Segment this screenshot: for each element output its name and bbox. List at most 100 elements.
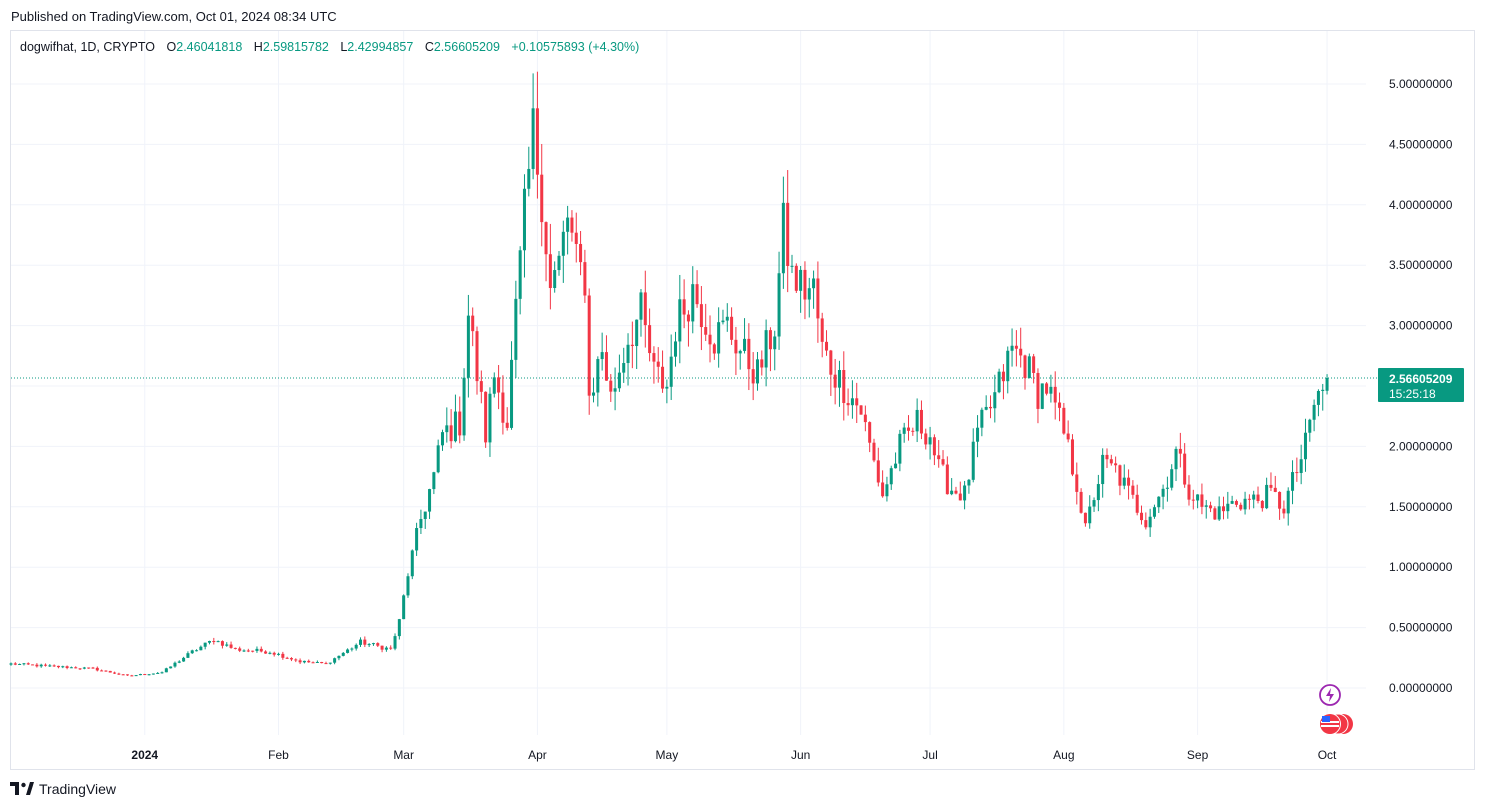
- candle-down: [363, 639, 367, 645]
- candle-down: [501, 392, 505, 423]
- low-label: L: [340, 40, 348, 54]
- candle-down: [924, 433, 928, 445]
- candle-up: [850, 398, 854, 406]
- candle-up: [69, 667, 73, 669]
- candle-down: [1183, 453, 1187, 485]
- candle-down: [846, 403, 850, 406]
- candle-up: [527, 168, 531, 189]
- candle-down: [1131, 485, 1135, 495]
- candle-up: [1152, 507, 1156, 517]
- candle-down: [859, 405, 863, 415]
- candle-up: [415, 528, 419, 551]
- candle-up: [156, 672, 160, 674]
- candle-up: [514, 298, 518, 360]
- candle-up: [328, 662, 332, 664]
- candle-down: [648, 325, 652, 354]
- tradingview-logo-icon: [10, 782, 34, 795]
- candle-down: [661, 366, 665, 389]
- y-tick-label: 4.50000000: [1389, 137, 1453, 151]
- candle-down: [1187, 484, 1191, 500]
- candle-up: [207, 640, 211, 643]
- open-value: 2.46041818: [176, 40, 243, 54]
- candle-up: [717, 322, 721, 354]
- candle-down: [1144, 520, 1148, 528]
- candle-up: [743, 338, 747, 351]
- candle-down: [656, 361, 660, 367]
- candle-down: [113, 672, 117, 674]
- candle-up: [1204, 505, 1208, 507]
- candle-up: [1148, 516, 1152, 528]
- tradingview-logo[interactable]: TradingView: [10, 781, 116, 797]
- candle-up: [566, 217, 570, 232]
- candle-down: [479, 381, 483, 392]
- candle-up: [337, 655, 341, 659]
- candle-down: [842, 370, 846, 404]
- candle-up: [1157, 496, 1161, 508]
- candle-up: [902, 427, 906, 434]
- candle-down: [1045, 383, 1049, 394]
- candle-down: [825, 341, 829, 351]
- candle-down: [1221, 506, 1226, 512]
- close-value: 2.56605209: [433, 40, 500, 54]
- candle-down: [289, 658, 293, 660]
- candle-up: [445, 425, 449, 433]
- candle-up: [436, 445, 440, 473]
- candle-down: [143, 674, 147, 676]
- candle-up: [315, 661, 319, 663]
- candle-up: [346, 649, 350, 653]
- us-flag-events-icon[interactable]: [1316, 711, 1356, 737]
- candle-down: [932, 437, 936, 456]
- candle-down: [604, 352, 608, 381]
- last-price-tag: 2.56605209 15:25:18: [1378, 368, 1464, 403]
- candle-down: [125, 674, 130, 676]
- candle-down: [579, 243, 583, 263]
- close-label: C: [424, 40, 434, 54]
- candle-up: [177, 661, 181, 663]
- candle-down: [937, 455, 941, 460]
- candle-down: [1273, 487, 1277, 492]
- candle-down: [730, 316, 734, 340]
- candle-up: [510, 359, 514, 428]
- candle-up: [225, 644, 229, 646]
- candle-up: [1308, 419, 1312, 433]
- x-tick-label: Apr: [528, 748, 547, 762]
- candle-up: [1096, 484, 1100, 501]
- candle-down: [497, 377, 501, 393]
- candle-down: [52, 665, 56, 667]
- candle-down: [1209, 505, 1213, 509]
- candle-down: [380, 645, 384, 650]
- candle-up: [1243, 498, 1247, 510]
- candle-up: [393, 636, 397, 649]
- candle-up: [1196, 494, 1200, 501]
- candle-up: [1161, 488, 1165, 497]
- candle-down: [958, 493, 962, 501]
- candle-up: [268, 652, 272, 654]
- candle-down: [285, 657, 289, 659]
- candle-up: [1303, 432, 1307, 460]
- candle-down: [1023, 355, 1027, 379]
- candle-down: [583, 262, 587, 296]
- candle-down: [1083, 512, 1087, 524]
- lightning-event-icon[interactable]: [1318, 683, 1342, 707]
- candle-down: [311, 662, 315, 664]
- candle-down: [1053, 386, 1057, 403]
- y-tick-label: 1.50000000: [1389, 500, 1453, 514]
- y-tick-label: 3.00000000: [1389, 319, 1453, 333]
- open-label: O: [166, 40, 177, 54]
- candle-down: [652, 353, 656, 362]
- candle-down: [1070, 439, 1074, 475]
- candle-up: [971, 441, 975, 480]
- candle-down: [548, 254, 552, 288]
- symbol-label[interactable]: dogwifhat, 1D, CRYPTO: [20, 40, 156, 54]
- candle-up: [428, 489, 432, 512]
- candle-up: [898, 433, 902, 464]
- candle-up: [277, 653, 281, 655]
- candle-down: [803, 269, 807, 300]
- candle-up: [639, 292, 643, 320]
- candle-up: [673, 341, 678, 357]
- tradingview-brand: TradingView: [39, 781, 117, 797]
- candle-down: [484, 391, 488, 443]
- candle-down: [505, 422, 509, 428]
- candle-up: [950, 490, 954, 495]
